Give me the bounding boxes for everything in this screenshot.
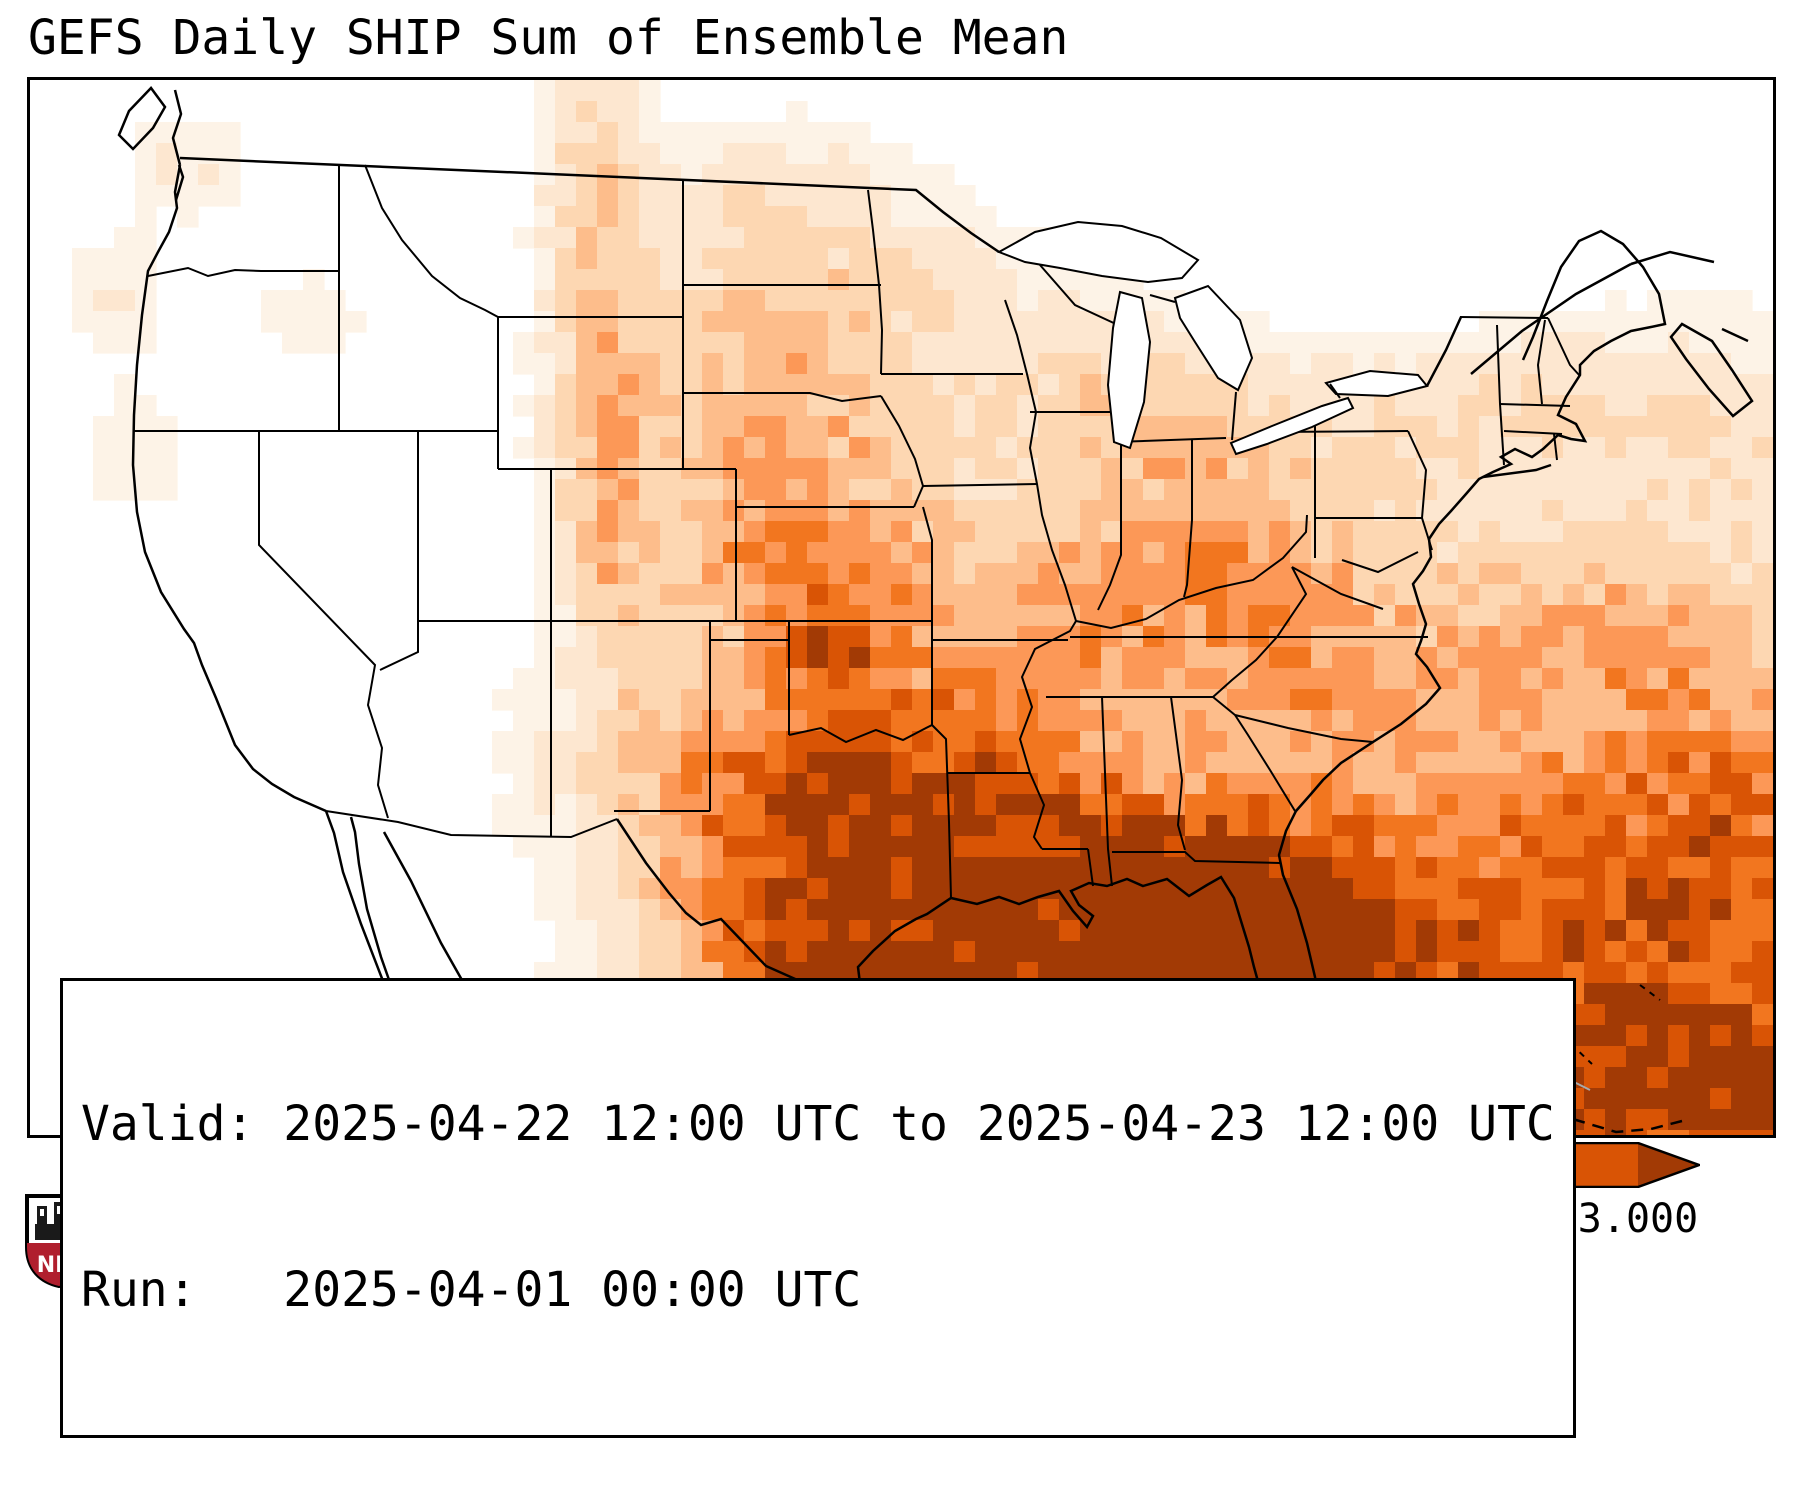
state-borders	[134, 164, 1581, 899]
plot-title: GEFS Daily SHIP Sum of Ensemble Mean	[28, 10, 1069, 66]
great-lakes	[996, 220, 1429, 456]
heat-layer	[72, 80, 1773, 1135]
map-area: Valid: 2025-04-22 12:00 UTC to 2025-04-2…	[27, 77, 1776, 1438]
map-svg	[72, 80, 1773, 1135]
info-run-line: Run: 2025-04-01 00:00 UTC	[81, 1261, 862, 1318]
colorbar-over-arrow	[1638, 1143, 1699, 1187]
colorbar-tick-label: 3.000	[1577, 1196, 1699, 1242]
info-valid-line: Valid: 2025-04-22 12:00 UTC to 2025-04-2…	[81, 1096, 1555, 1153]
info-box: Valid: 2025-04-22 12:00 UTC to 2025-04-2…	[60, 978, 1576, 1438]
